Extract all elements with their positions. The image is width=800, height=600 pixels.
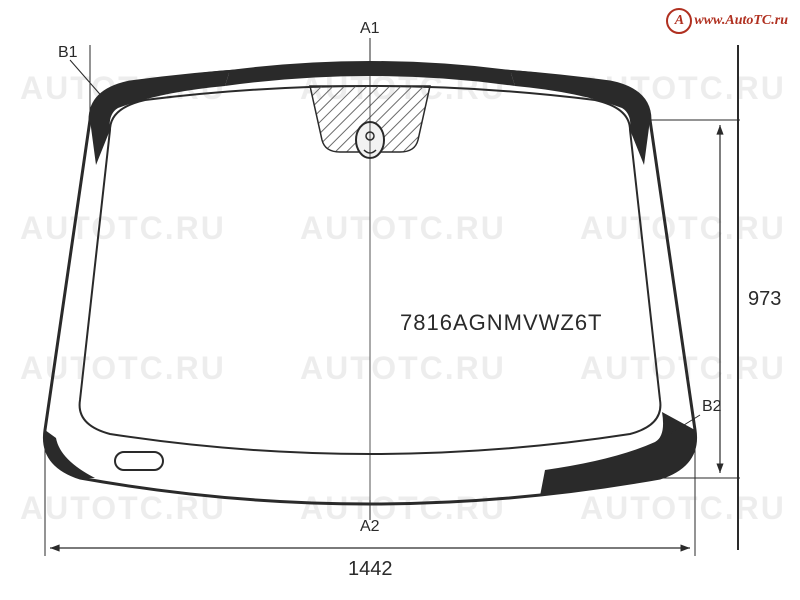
windshield-diagram	[0, 0, 800, 600]
marker-a1: A1	[360, 20, 380, 38]
marker-b2: B2	[702, 398, 722, 416]
width-dimension: 1442	[348, 558, 393, 581]
frit-bottom-right	[540, 412, 696, 496]
part-number: 7816AGNMVWZ6T	[400, 310, 603, 336]
marker-a2: A2	[360, 518, 380, 536]
marker-b1: B1	[58, 44, 78, 62]
vin-window-icon	[115, 452, 163, 470]
frit-bottom-left-small	[44, 430, 95, 478]
b1-leader	[70, 60, 105, 100]
height-dimension: 973	[748, 288, 781, 311]
frit-top-left	[90, 70, 230, 165]
frit-top-right	[510, 70, 650, 165]
